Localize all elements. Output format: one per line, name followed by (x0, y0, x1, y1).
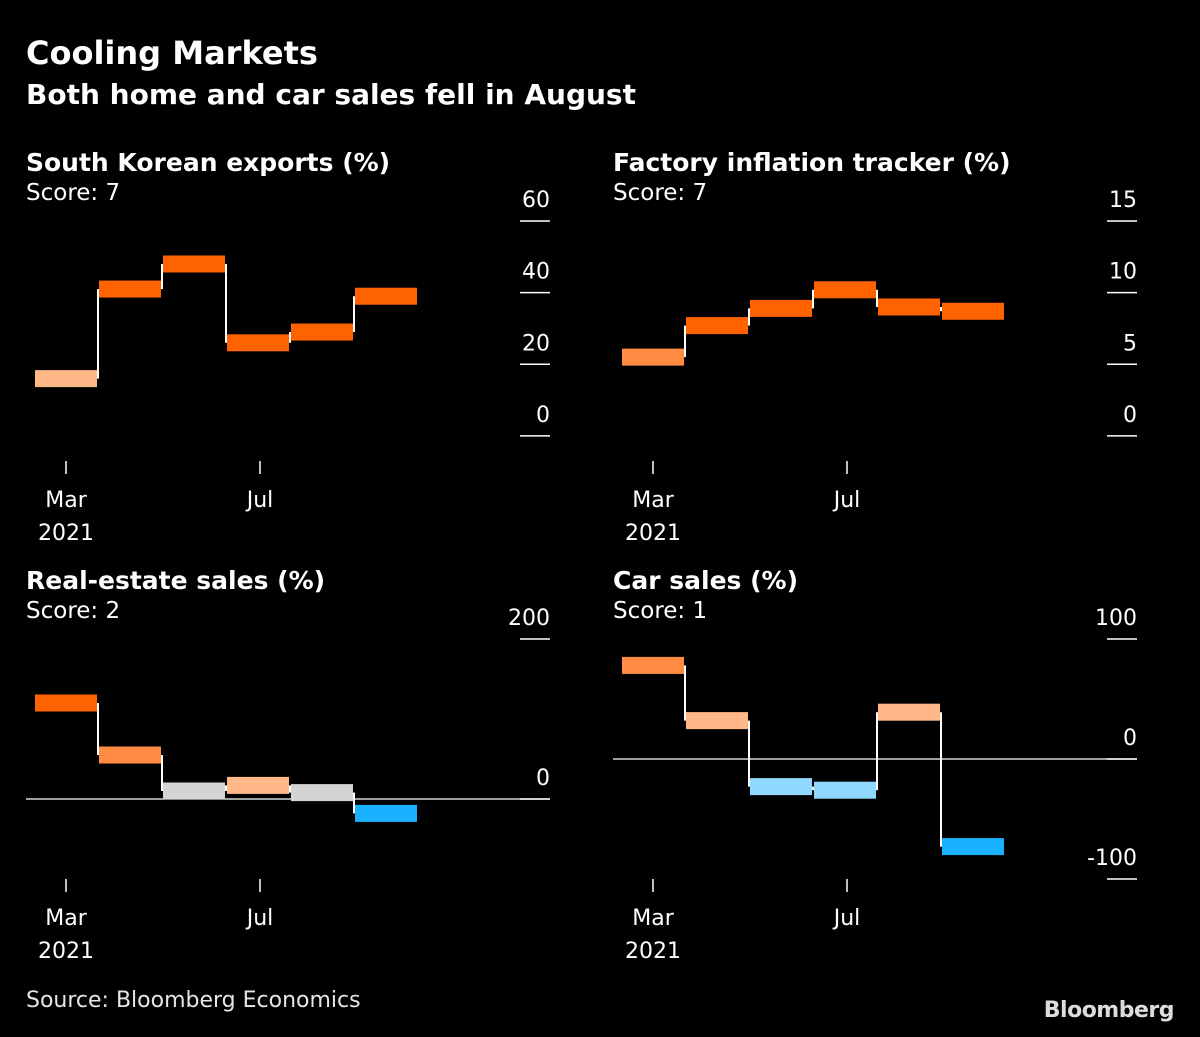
x-tick-sublabel: 2021 (625, 939, 681, 964)
panel-factory-inflation-tracker: Factory inflation tracker (%) Score: 7 0… (587, 148, 1147, 558)
panel-score: Score: 7 (613, 180, 708, 206)
step-bar (99, 746, 161, 764)
step-bar (750, 778, 812, 796)
step-bar (942, 302, 1004, 320)
chart-title: Cooling Markets (26, 34, 318, 72)
panel-title: Real-estate sales (%) (26, 566, 326, 595)
y-tick-label: 200 (508, 606, 550, 631)
panel-car-sales: Car sales (%) Score: 1 -100 0 100 Mar 2021 Ju… (587, 566, 1147, 976)
chart-plot: 0 20 40 60 Mar 2021 Jul (35, 188, 550, 546)
step-bar (878, 703, 940, 721)
x-tick-label: Jul (832, 488, 861, 513)
step-bar (227, 776, 289, 794)
x-tick-label: Jul (245, 906, 274, 931)
panel-score: Score: 1 (613, 598, 708, 624)
y-tick-label: -100 (1087, 846, 1137, 871)
x-tick-sublabel: 2021 (38, 939, 94, 964)
step-bar (942, 838, 1004, 856)
chart-plot: 0 5 10 15 Mar 2021 Jul (622, 188, 1137, 546)
step-bar (163, 255, 225, 273)
step-bar (750, 299, 812, 317)
source-note: Source: Bloomberg Economics (26, 988, 361, 1013)
y-tick-label: 20 (522, 331, 550, 356)
step-bar (163, 782, 225, 800)
y-tick-label: 40 (522, 260, 550, 285)
x-tick-sublabel: 2021 (625, 521, 681, 546)
step-bar (622, 348, 684, 366)
step-bar (814, 781, 876, 799)
x-tick-label: Jul (245, 488, 274, 513)
panel-title: South Korean exports (%) (26, 148, 391, 177)
step-bar (355, 287, 417, 305)
panel-score: Score: 2 (26, 598, 121, 624)
step-bar (878, 298, 940, 316)
step-bar (291, 323, 353, 341)
chart-subtitle: Both home and car sales fell in August (26, 78, 636, 111)
x-tick-label: Mar (45, 488, 87, 513)
y-tick-label: 100 (1095, 606, 1137, 631)
panel-south-korean-exports: South Korean exports (%) Score: 7 0 20 40 6… (0, 148, 560, 558)
panel-real-estate-sales: Real-estate sales (%) Score: 2 0 200 Mar 20… (0, 566, 560, 976)
y-tick-label: 5 (1123, 331, 1137, 356)
y-tick-label: 0 (536, 766, 550, 791)
step-bar (355, 804, 417, 822)
step-bar (622, 656, 684, 674)
step-bar (35, 694, 97, 712)
y-tick-label: 0 (536, 403, 550, 428)
x-tick-label: Mar (632, 488, 674, 513)
bloomberg-logo: Bloomberg (1043, 998, 1175, 1023)
step-bar (227, 334, 289, 352)
step-bar (99, 280, 161, 298)
y-tick-label: 15 (1109, 188, 1137, 213)
panel-title: Factory inflation tracker (%) (613, 148, 1011, 177)
step-bar (291, 784, 353, 802)
y-tick-label: 0 (1123, 403, 1137, 428)
step-bar (686, 317, 748, 335)
step-bar (814, 281, 876, 299)
step-bar (35, 370, 97, 388)
y-tick-label: 10 (1109, 260, 1137, 285)
step-bar (686, 712, 748, 730)
chart-plot: -100 0 100 Mar 2021 Jul (613, 606, 1137, 964)
x-tick-label: Jul (832, 906, 861, 931)
chart-plot: 0 200 Mar 2021 Jul (26, 606, 550, 964)
x-tick-label: Mar (632, 906, 674, 931)
x-tick-label: Mar (45, 906, 87, 931)
y-tick-label: 60 (522, 188, 550, 213)
panel-title: Car sales (%) (613, 566, 799, 595)
y-tick-label: 0 (1123, 726, 1137, 751)
panel-score: Score: 7 (26, 180, 121, 206)
x-tick-sublabel: 2021 (38, 521, 94, 546)
